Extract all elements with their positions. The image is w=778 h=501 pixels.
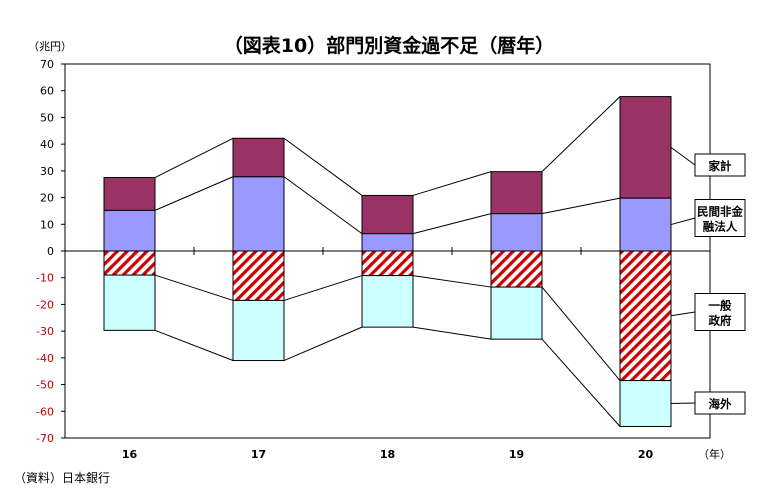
legend-label: 一般 — [709, 299, 732, 313]
bar-segment — [232, 299, 285, 362]
bar-segment — [619, 250, 672, 382]
legend-label: 民間非金 — [697, 205, 743, 219]
bar-segment — [619, 197, 672, 252]
series-connector — [283, 275, 363, 301]
series-connector — [541, 286, 621, 381]
plot-area: -70 -60 -50 -40 -30 -20 -10 0 10 20 30 40 50 60 70 16 17… — [36, 58, 746, 461]
bar-segment — [361, 233, 414, 252]
bar-segment — [619, 380, 672, 428]
callout-box — [694, 199, 746, 237]
series-connector — [154, 176, 234, 211]
series-connector — [283, 326, 363, 361]
series-connector — [412, 171, 492, 196]
series-connector — [283, 137, 363, 196]
bar-segment — [232, 137, 285, 178]
series-connector — [541, 96, 621, 173]
x-tick-label: 20 — [638, 448, 654, 461]
y-tick-label: 20 — [40, 192, 54, 205]
y-tick-label: 70 — [40, 58, 54, 71]
callout-leader — [670, 311, 696, 317]
bar-segment — [103, 177, 156, 211]
bar-segment — [490, 213, 543, 252]
x-tick-label: 19 — [509, 448, 524, 461]
y-tick-label: 40 — [40, 138, 54, 151]
callout-leader — [670, 402, 696, 405]
bar-segment — [490, 250, 543, 288]
chart-title: （図表10）部門別資金過不足（暦年） — [224, 34, 554, 57]
callout-box — [694, 153, 746, 177]
y-tick-label: -40 — [36, 352, 54, 365]
series-connector — [412, 326, 492, 340]
y-tick-label: -30 — [36, 325, 54, 338]
x-tick-label: 18 — [380, 448, 395, 461]
y-tick-label: -60 — [36, 405, 54, 418]
series-connector — [154, 329, 234, 361]
callout-box — [694, 391, 746, 415]
y-tick-label: -70 — [36, 432, 54, 445]
bar-segment — [361, 275, 414, 328]
series-connector — [412, 213, 492, 235]
y-tick-label: -10 — [36, 272, 54, 285]
legend-label: 融法人 — [703, 220, 738, 234]
series-connector — [283, 176, 363, 235]
series-connector — [541, 197, 621, 215]
series-connector — [412, 275, 492, 288]
bar-segment — [490, 171, 543, 215]
series-connector — [154, 137, 234, 178]
y-unit-label: （兆円） — [28, 40, 72, 53]
bar-segment — [103, 209, 156, 252]
bar-segment — [361, 250, 414, 277]
bar-segment — [361, 194, 414, 235]
bar-segment — [232, 250, 285, 301]
bar-segment — [619, 96, 672, 199]
legend-label: 政府 — [709, 314, 732, 328]
callout-box — [694, 293, 746, 331]
series-connector — [541, 338, 621, 427]
bar-segment — [490, 286, 543, 340]
source-note: （資料）日本銀行 — [14, 471, 110, 485]
x-unit-label: （年） — [698, 447, 731, 461]
y-tick-label: 30 — [40, 165, 54, 178]
y-tick-label: 60 — [40, 85, 54, 98]
y-tick-label: -20 — [36, 298, 54, 311]
bar-segment — [232, 176, 285, 252]
callout-leader — [670, 146, 696, 166]
bar-segment — [103, 250, 156, 276]
y-tick-label: 50 — [40, 111, 54, 124]
y-tick-label: 10 — [40, 218, 54, 231]
y-tick-label: 0 — [47, 245, 54, 258]
y-tick-label: -50 — [36, 379, 54, 392]
legend-label: 海外 — [709, 397, 732, 411]
bar-segment — [103, 274, 156, 331]
x-tick-label: 17 — [251, 448, 266, 461]
legend-label: 家計 — [709, 159, 732, 173]
x-tick-label: 16 — [122, 448, 138, 461]
callout-leader — [670, 217, 696, 226]
series-connector — [154, 274, 234, 301]
